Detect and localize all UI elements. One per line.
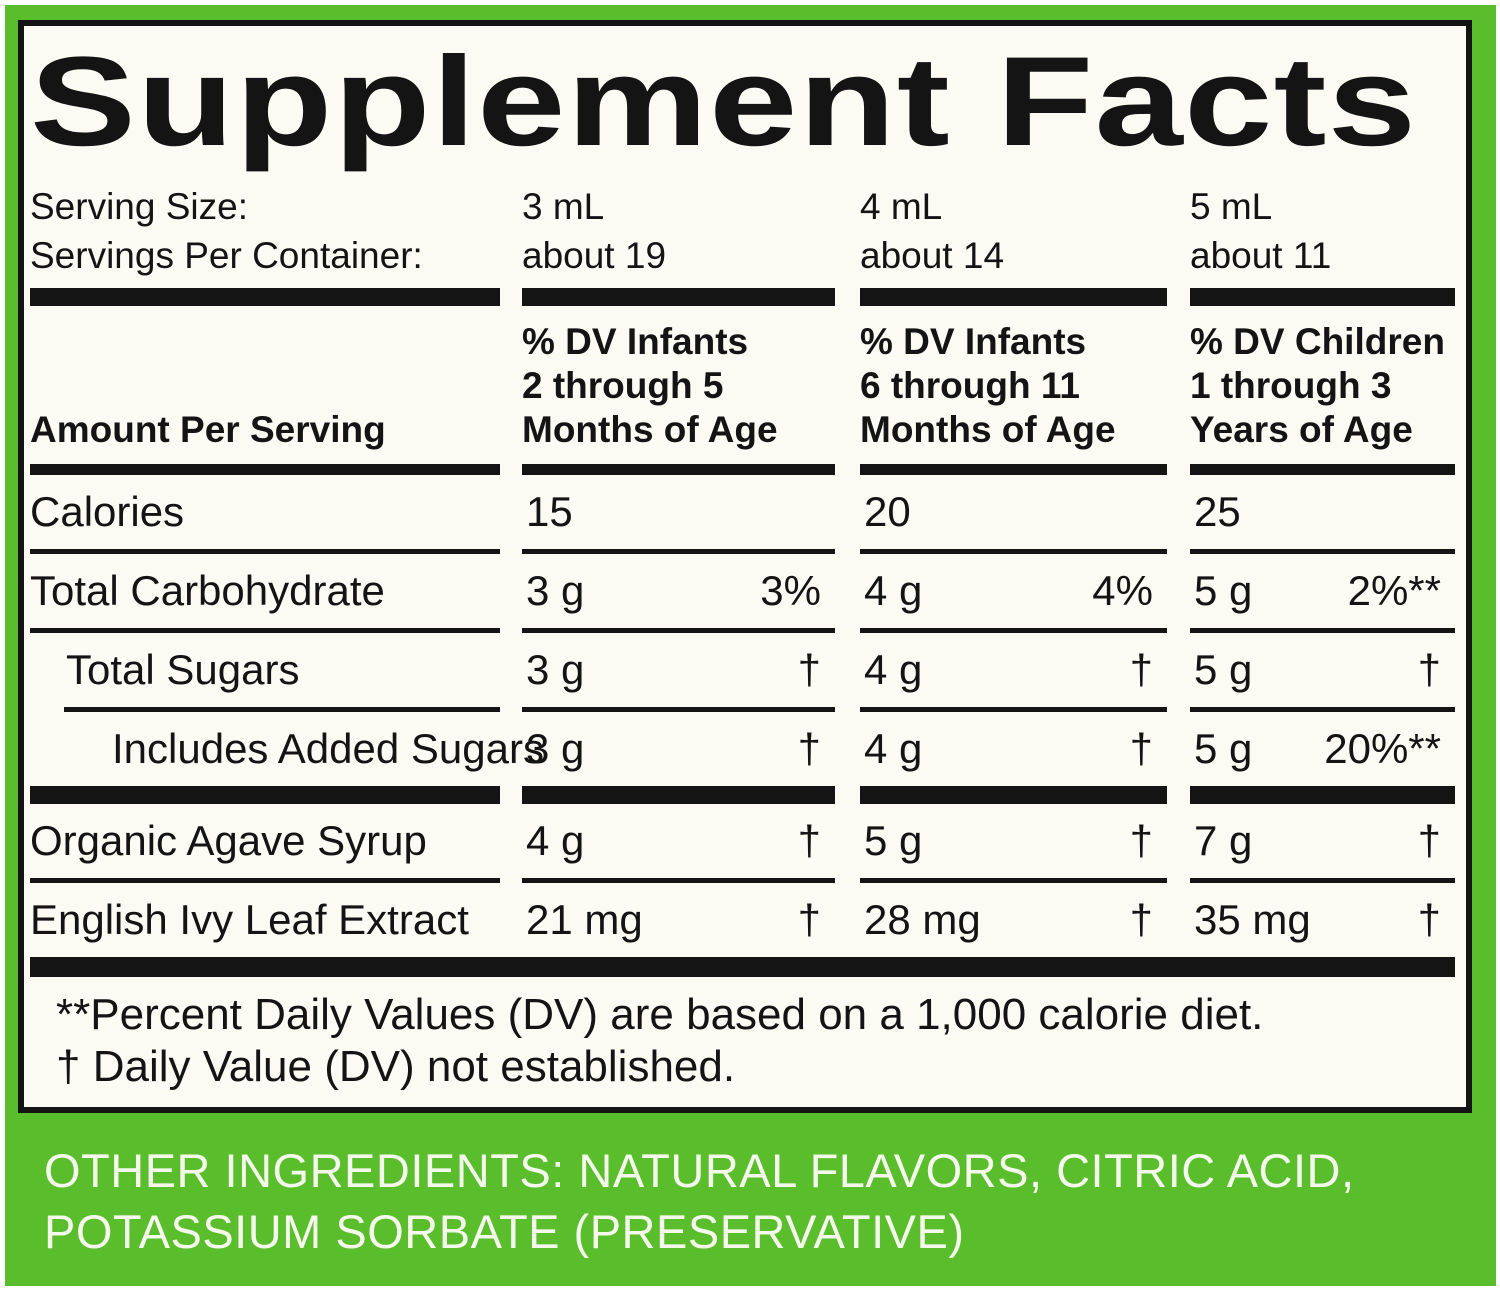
separator-thin <box>30 878 1466 883</box>
dv-value: † <box>1129 725 1153 772</box>
footnote-dv-basis: **Percent Daily Values (DV) are based on… <box>56 990 1264 1039</box>
amount-value: 7 g <box>1194 817 1253 864</box>
amount-value: 4 g <box>526 817 585 864</box>
row-label: Calories <box>30 488 185 535</box>
serving-size-value: 3 mL <box>522 186 605 227</box>
amount-value: 4 g <box>864 646 923 693</box>
dv-value: 3% <box>760 567 821 614</box>
separator-full-width <box>30 957 1455 977</box>
dv-value: † <box>1417 646 1441 693</box>
dv-header-line: 6 through 11 <box>860 365 1080 406</box>
servings-count-value: about 11 <box>1190 235 1332 276</box>
serving-column-4ml: 4 mL about 14 <box>860 182 1167 280</box>
serving-size-value: 4 mL <box>860 186 943 227</box>
servings-per-container-label: Servings Per Container: <box>30 235 423 276</box>
amount-value: 21 mg <box>526 896 643 943</box>
table-row-organic-agave-syrup: Organic Agave Syrup 4 g † 5 g † 7 g † <box>30 804 1466 878</box>
dv-value: † <box>797 817 821 864</box>
dv-header-line: Years of Age <box>1190 409 1413 450</box>
table-row-total-carbohydrate: Total Carbohydrate 3 g 3% 4 g 4% 5 g 2%** <box>30 554 1466 628</box>
amount-value: 5 g <box>864 817 923 864</box>
dv-header-line: 1 through 3 <box>1190 365 1392 406</box>
dv-value: † <box>1129 896 1153 943</box>
table-row-english-ivy-leaf-extract: English Ivy Leaf Extract 21 mg † 28 mg † 3… <box>30 883 1466 957</box>
amount-value: 3 g <box>526 725 585 772</box>
row-label: Total Sugars <box>66 646 300 693</box>
dv-header-line: 2 through 5 <box>522 365 724 406</box>
amount-per-serving-header: Amount Per Serving <box>30 409 386 450</box>
amount-value: 5 g <box>1194 725 1253 772</box>
dv-value: † <box>1417 896 1441 943</box>
footnote-not-established: † Daily Value (DV) not established. <box>56 1042 736 1091</box>
amount-value: 28 mg <box>864 896 981 943</box>
dv-value: 4% <box>1092 567 1153 614</box>
dv-header-line: Months of Age <box>522 409 778 450</box>
supplement-facts-panel: Supplement Facts Serving Size: Servings … <box>18 20 1472 1113</box>
amount-value: 20 <box>864 488 911 535</box>
separator-medium <box>30 464 1466 475</box>
separator-thick <box>30 288 1466 306</box>
dv-value: † <box>1417 817 1441 864</box>
other-ingredients-text: OTHER INGREDIENTS: NATURAL FLAVORS, CITR… <box>44 1144 1355 1258</box>
separator-thick <box>30 786 1466 804</box>
dv-value: † <box>797 896 821 943</box>
amount-value: 5 g <box>1194 567 1253 614</box>
serving-column-5ml: 5 mL about 11 <box>1190 182 1455 280</box>
dv-header-infants-6-11: % DV Infants 6 through 11 Months of Age <box>860 320 1167 452</box>
dv-value: 20%** <box>1324 725 1441 772</box>
row-label: English Ivy Leaf Extract <box>30 896 469 943</box>
column-headers-row: Amount Per Serving % DV Infants 2 throug… <box>30 320 1466 452</box>
dv-header-line: % DV Infants <box>522 321 749 362</box>
title-row: Supplement Facts <box>30 34 1466 180</box>
row-label: Organic Agave Syrup <box>30 817 427 864</box>
amount-value: 3 g <box>526 646 585 693</box>
amount-value: 4 g <box>864 567 923 614</box>
dv-value: † <box>797 725 821 772</box>
amount-value: 5 g <box>1194 646 1253 693</box>
serving-column-3ml: 3 mL about 19 <box>522 182 835 280</box>
table-row-added-sugars: Includes Added Sugars 3 g † 4 g † 5 g 20%** <box>30 712 1466 786</box>
dv-value: † <box>1129 817 1153 864</box>
separator-thin-indented <box>30 707 1466 712</box>
dv-header-line: Months of Age <box>860 409 1116 450</box>
amount-value: 15 <box>526 488 573 535</box>
dv-value: † <box>1129 646 1153 693</box>
serving-size-value: 5 mL <box>1190 186 1273 227</box>
serving-labels: Serving Size: Servings Per Container: <box>30 182 500 280</box>
dv-value: 2%** <box>1347 567 1441 614</box>
table-row-total-sugars: Total Sugars 3 g † 4 g † 5 g † <box>30 633 1466 707</box>
row-label: Includes Added Sugars <box>112 725 544 772</box>
serving-info-row: Serving Size: Servings Per Container: 3 … <box>30 182 1466 280</box>
amount-value: 4 g <box>864 725 923 772</box>
supplement-facts-title: Supplement Facts <box>30 30 1418 172</box>
dv-header-children-1-3: % DV Children 1 through 3 Years of Age <box>1190 320 1455 452</box>
dv-header-line: % DV Infants <box>860 321 1087 362</box>
separator-thin <box>30 628 1466 633</box>
amount-value: 3 g <box>526 567 585 614</box>
dv-header-infants-2-5: % DV Infants 2 through 5 Months of Age <box>522 320 835 452</box>
servings-count-value: about 14 <box>860 235 1005 276</box>
table-row-calories: Calories 15 20 25 <box>30 475 1466 549</box>
separator-thin <box>30 549 1466 554</box>
dv-header-line: % DV Children <box>1190 321 1445 362</box>
dv-value: † <box>797 646 821 693</box>
amount-value: 35 mg <box>1194 896 1311 943</box>
serving-size-label: Serving Size: <box>30 186 248 227</box>
amount-value: 25 <box>1194 488 1241 535</box>
servings-count-value: about 19 <box>522 235 667 276</box>
row-label: Total Carbohydrate <box>30 567 385 614</box>
